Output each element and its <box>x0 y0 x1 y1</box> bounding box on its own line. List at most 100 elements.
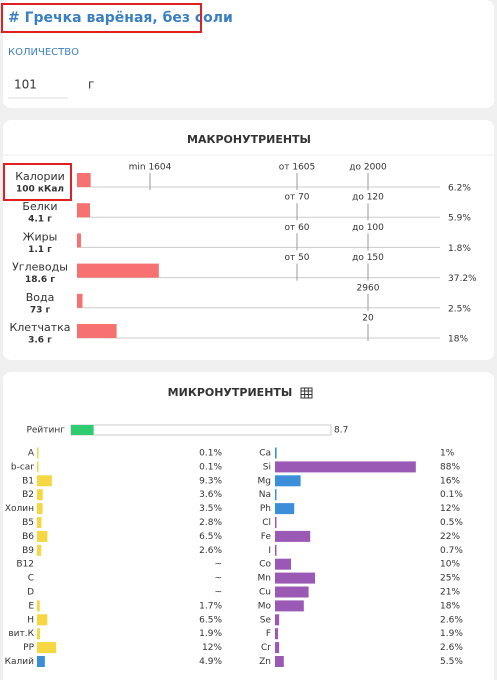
macro-percent: 2.5% <box>448 304 471 314</box>
macro-amount: 73 г <box>30 305 51 315</box>
macro-name: Белки <box>22 200 57 213</box>
micro-percent: 22% <box>440 532 460 542</box>
micro-bar <box>37 447 39 459</box>
micro-name: H <box>27 615 34 625</box>
micro-percent: ~ <box>214 560 222 570</box>
micro-percent: 0.5% <box>440 518 463 528</box>
micro-name: Mo <box>258 601 272 611</box>
micro-name: Mn <box>258 574 271 584</box>
macro-amount: 1.1 г <box>28 245 52 255</box>
micro-percent: 25% <box>440 574 460 584</box>
micro-name: Co <box>259 560 271 570</box>
table-icon[interactable] <box>300 387 313 399</box>
micro-name: Cr <box>261 643 271 653</box>
micro-percent: 12% <box>202 643 222 653</box>
micro-bar <box>37 461 39 473</box>
micro-name: вит.К <box>8 629 34 639</box>
micro-name: E <box>28 601 34 611</box>
micro-bar <box>37 614 48 626</box>
micro-bar <box>37 544 42 556</box>
micro-percent: 2.6% <box>199 546 222 556</box>
micro-name: Калий <box>5 657 35 667</box>
micro-bar <box>275 544 277 556</box>
micro-bar <box>37 642 57 654</box>
macro-amount: 4.1 г <box>28 215 52 225</box>
micro-bar <box>37 475 52 487</box>
micro-name: Cu <box>259 588 271 598</box>
highlight <box>3 163 72 201</box>
micro-percent: ~ <box>214 574 222 584</box>
product-title: # Гречка варёная, без соли <box>8 10 233 26</box>
rating-value: 8.7 <box>334 426 348 436</box>
micro-bar <box>275 614 280 626</box>
micro-name: Si <box>263 462 271 472</box>
micro-name: B12 <box>16 560 34 570</box>
micro-percent: 21% <box>440 588 460 598</box>
micro-percent: 9.3% <box>199 476 222 486</box>
micro-name: Cl <box>262 518 271 528</box>
micro-name: C <box>28 574 34 584</box>
micro-percent: 6.5% <box>199 532 222 542</box>
product-card <box>3 0 494 108</box>
macro-amount: 18.6 г <box>25 275 55 285</box>
micro-bar <box>275 517 277 528</box>
micro-name: B5 <box>22 518 34 528</box>
micro-percent: 0.7% <box>440 546 463 556</box>
micro-name: Se <box>260 615 272 625</box>
micro-name: Zn <box>259 657 271 667</box>
micro-percent: 1.9% <box>440 629 463 639</box>
micro-bar <box>275 656 284 667</box>
macro-name: Углеводы <box>12 261 68 274</box>
macro-bar <box>77 173 91 187</box>
macro-bar <box>77 203 90 218</box>
highlight <box>1 3 202 33</box>
micro-bar <box>275 572 315 584</box>
macro-bar <box>77 293 83 308</box>
marker-label: до 120 <box>352 193 384 203</box>
micro-bar <box>275 600 304 612</box>
marker-label: до 100 <box>352 223 384 233</box>
micro-percent: ~ <box>214 588 222 598</box>
micro-percent: 0.1% <box>199 449 222 459</box>
quantity-input[interactable]: 101 <box>14 78 37 92</box>
marker-label: от 60 <box>284 223 309 233</box>
micro-name: PP <box>23 643 34 653</box>
macro-bar <box>77 263 159 278</box>
macro-percent: 1.8% <box>448 244 471 254</box>
macro-name: Калории <box>15 170 65 183</box>
micro-percent: 12% <box>440 504 460 514</box>
macro-amount: 3.6 г <box>28 336 52 346</box>
micro-bar <box>275 461 416 473</box>
micro-percent: 3.6% <box>199 490 222 500</box>
macro-amount: 100 кКал <box>16 185 64 195</box>
micro-name: I <box>268 546 271 556</box>
micro-percent: 88% <box>440 462 460 472</box>
macro-percent: 18% <box>448 335 468 345</box>
micro-name: F <box>266 629 271 639</box>
marker-label: min 1604 <box>129 163 172 173</box>
micro-percent: 0.1% <box>440 490 463 500</box>
marker-label: 20 <box>362 314 374 324</box>
macros-card <box>3 120 494 360</box>
marker-label: от 50 <box>284 253 309 263</box>
micro-name: B9 <box>22 546 34 556</box>
micros-title: МИКРОНУТРИЕНТЫ <box>168 386 293 399</box>
micro-percent: 4.9% <box>199 657 222 667</box>
micro-bar <box>37 517 42 528</box>
micro-percent: 1% <box>440 449 455 459</box>
micro-bar <box>275 447 277 459</box>
micro-bar <box>37 600 40 612</box>
micros-card <box>3 372 494 680</box>
micro-percent: 16% <box>440 476 460 486</box>
micro-bar <box>37 503 43 515</box>
micro-percent: 2.8% <box>199 518 222 528</box>
quantity-label: КОЛИЧЕСТВО <box>8 47 79 58</box>
macros-title: МАКРОНУТРИЕНТЫ <box>187 133 311 146</box>
micro-name: Na <box>259 490 271 500</box>
micro-name: Холин <box>5 504 34 514</box>
unit: г <box>88 78 94 92</box>
macro-name: Жиры <box>23 230 58 243</box>
micro-bar <box>37 489 43 501</box>
macro-name: Вода <box>26 291 55 304</box>
